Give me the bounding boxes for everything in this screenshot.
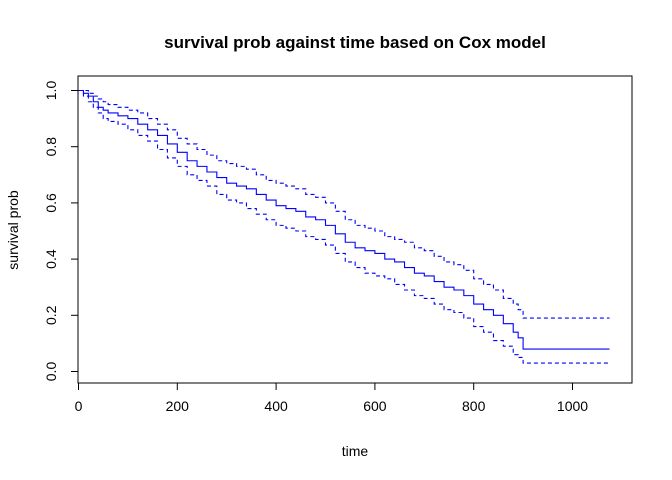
y-tick-label: 0.8 bbox=[43, 137, 59, 157]
y-tick-label: 0.2 bbox=[43, 305, 59, 325]
y-tick-label: 0.0 bbox=[43, 362, 59, 382]
series-line-lower bbox=[78, 89, 610, 364]
x-tick-label: 200 bbox=[166, 398, 190, 414]
y-axis: 0.0 0.2 0.4 0.6 0.8 1.0 bbox=[43, 81, 79, 382]
x-tick-label: 600 bbox=[363, 398, 387, 414]
y-tick-label: 1.0 bbox=[43, 81, 59, 101]
y-tick-label: 0.4 bbox=[43, 249, 59, 269]
x-axis-label: time bbox=[342, 443, 369, 459]
x-axis: 0 200 400 600 800 1000 bbox=[75, 382, 588, 414]
y-tick-label: 0.6 bbox=[43, 193, 59, 213]
y-axis-label: survival prob bbox=[5, 190, 21, 270]
chart-title: survival prob against time based on Cox … bbox=[164, 33, 546, 52]
series-line-estimate bbox=[78, 89, 610, 350]
x-tick-label: 1000 bbox=[557, 398, 588, 414]
x-tick-label: 400 bbox=[264, 398, 288, 414]
x-tick-label: 800 bbox=[462, 398, 486, 414]
series-layer bbox=[78, 89, 610, 364]
series-line-upper bbox=[78, 89, 610, 319]
x-tick-label: 0 bbox=[75, 398, 83, 414]
